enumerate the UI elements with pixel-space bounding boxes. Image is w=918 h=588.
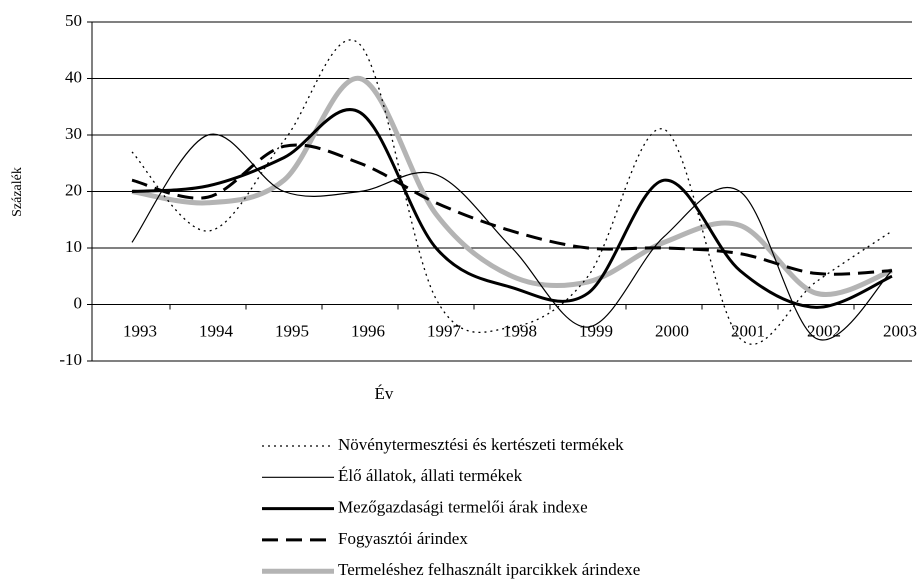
- x-tick-label: 2001: [731, 321, 765, 340]
- series-line: [131, 133, 893, 341]
- y-tick-label: 50: [65, 11, 82, 30]
- x-tick-label: 1997: [427, 321, 462, 340]
- series-line: [131, 143, 893, 276]
- x-axis-label: Év: [375, 384, 394, 403]
- y-tick-label: -10: [59, 350, 82, 369]
- x-tick-label: 1994: [199, 321, 234, 340]
- legend-label: Termeléshez felhasznált iparcikkek árind…: [338, 560, 640, 579]
- y-tick-label: 30: [65, 124, 82, 143]
- legend-label: Élő állatok, állati termékek: [338, 466, 523, 485]
- legend-label: Mezőgazdasági termelői árak indexe: [338, 498, 588, 517]
- y-axis-label: Százalék: [10, 167, 25, 217]
- series-line: [131, 39, 893, 345]
- x-tick-label: 1998: [503, 321, 537, 340]
- x-tick-label: 1999: [579, 321, 613, 340]
- x-tick-label: 1995: [275, 321, 309, 340]
- y-tick-label: 20: [65, 180, 82, 199]
- x-tick-label: 2000: [655, 321, 689, 340]
- x-tick-label: 1993: [123, 321, 157, 340]
- series-line: [131, 75, 893, 297]
- series-line: [131, 108, 893, 309]
- legend-label: Fogyasztói árindex: [338, 529, 468, 548]
- x-tick-label: 2003: [883, 321, 917, 340]
- y-tick-label: 40: [65, 67, 82, 86]
- x-tick-label: 1996: [351, 321, 385, 340]
- x-tick-label: 2002: [807, 321, 841, 340]
- y-tick-label: 0: [74, 293, 83, 312]
- y-tick-label: 10: [65, 237, 82, 256]
- legend-label: Növénytermesztési és kertészeti termékek: [338, 435, 624, 454]
